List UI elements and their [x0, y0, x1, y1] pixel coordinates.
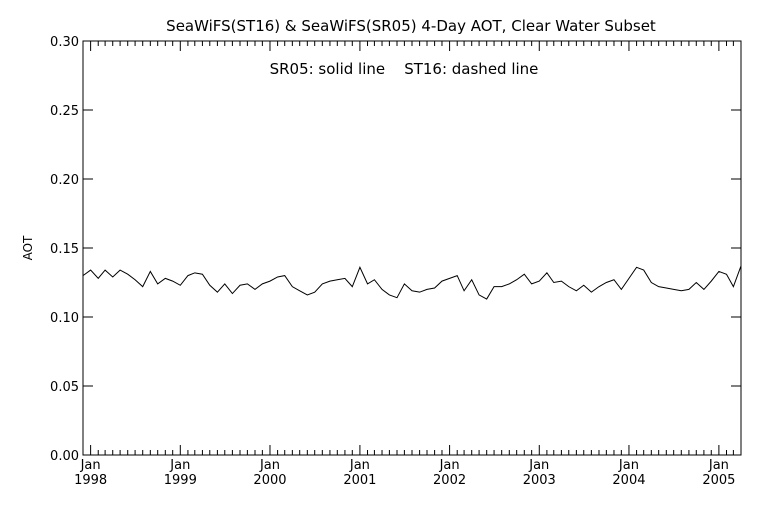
y-tick-label: 0.25 [50, 104, 79, 119]
chart-title: SeaWiFS(ST16) & SeaWiFS(SR05) 4-Day AOT,… [166, 17, 656, 35]
y-tick-label: 0.05 [50, 380, 79, 395]
plot-area-frame [82, 40, 742, 456]
x-tick-year-label: 1999 [164, 473, 197, 488]
x-tick-month-label: Jan [439, 458, 460, 473]
x-tick-year-label: 2003 [523, 473, 556, 488]
x-tick-year-label: 2005 [702, 473, 735, 488]
x-tick-year-label: 2001 [343, 473, 376, 488]
x-tick-month-label: Jan [259, 458, 280, 473]
y-tick-label: 0.30 [50, 35, 79, 50]
y-tick-label: 0.10 [50, 311, 79, 326]
x-tick-year-label: 1998 [74, 473, 107, 488]
x-tick-month-label: Jan [169, 458, 190, 473]
y-axis-label: AOT [21, 235, 35, 260]
y-tick-label: 0.00 [50, 449, 79, 464]
x-tick-year-label: 2000 [253, 473, 286, 488]
y-tick-label: 0.20 [50, 173, 79, 188]
x-tick-month-label: Jan [528, 458, 549, 473]
data-series [82, 265, 742, 300]
x-tick-year-label: 2002 [433, 473, 466, 488]
y-tick-label: 0.15 [50, 242, 79, 257]
y-axis-ticks: 0.00 0.05 0.10 0.15 0.20 0.25 0.30 [50, 35, 741, 464]
x-tick-month-label: Jan [80, 458, 101, 473]
x-tick-month-label: Jan [349, 458, 370, 473]
line-style-annotation: SR05: solid line ST16: dashed line [270, 60, 539, 78]
series-line-sr05 [82, 265, 742, 300]
x-tick-month-label: Jan [708, 458, 729, 473]
x-tick-year-label: 2004 [612, 473, 645, 488]
x-tick-month-label: Jan [618, 458, 639, 473]
x-axis-ticks: Jan1998Jan1999Jan2000Jan2001Jan2002Jan20… [74, 41, 742, 488]
